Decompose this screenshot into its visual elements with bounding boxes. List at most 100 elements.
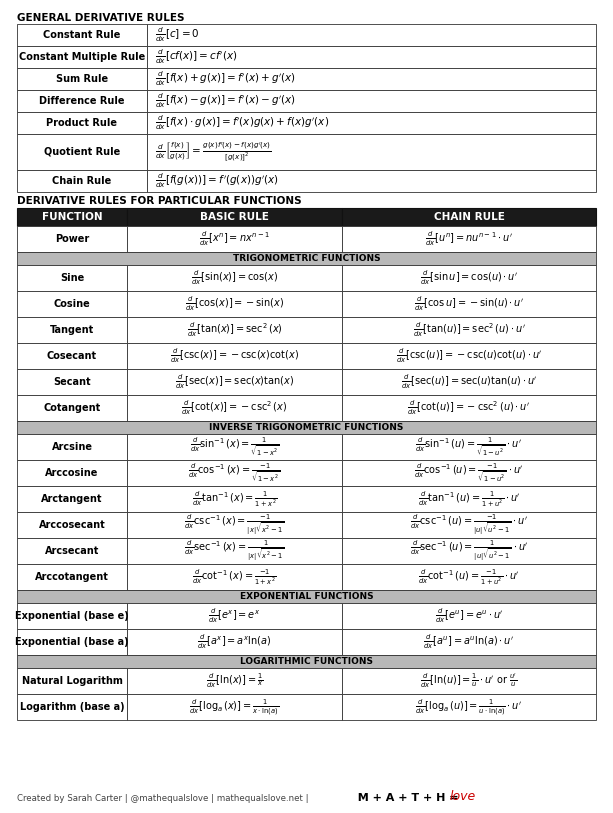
Bar <box>17 655 596 668</box>
Text: Constant Rule: Constant Rule <box>44 30 121 40</box>
Bar <box>127 629 342 655</box>
Text: $\frac{d}{dx}[\sec(u)] = \sec(u)\tan(u) \cdot u'$: $\frac{d}{dx}[\sec(u)] = \sec(u)\tan(u) … <box>401 373 538 391</box>
Text: TRIGONOMETRIC FUNCTIONS: TRIGONOMETRIC FUNCTIONS <box>233 254 380 263</box>
Text: $\frac{d}{dx}[\cos u] = -\sin(u) \cdot u'$: $\frac{d}{dx}[\cos u] = -\sin(u) \cdot u… <box>414 295 524 313</box>
Text: $\frac{d}{dx}[\ln(u)] = \frac{1}{u} \cdot u'$ or $\frac{u'}{u}$: $\frac{d}{dx}[\ln(u)] = \frac{1}{u} \cdo… <box>421 672 518 690</box>
Text: $\frac{d}{dx}\sin^{-1}(x) = \frac{1}{\sqrt{1-x^2}}$: $\frac{d}{dx}\sin^{-1}(x) = \frac{1}{\sq… <box>189 436 280 459</box>
Text: LOGARITHMIC FUNCTIONS: LOGARITHMIC FUNCTIONS <box>240 657 373 666</box>
Text: Exponential (base a): Exponential (base a) <box>15 637 129 647</box>
Text: love: love <box>450 790 476 803</box>
Text: Cosine: Cosine <box>53 299 90 309</box>
Bar <box>127 460 342 486</box>
Text: $\frac{d}{dx}\tan^{-1}(x) = \frac{1}{1+x^2}$: $\frac{d}{dx}\tan^{-1}(x) = \frac{1}{1+x… <box>192 489 277 509</box>
Bar <box>17 226 127 252</box>
Text: $\frac{d}{dx}\cot^{-1}(x) = \frac{-1}{1+x^2}$: $\frac{d}{dx}\cot^{-1}(x) = \frac{-1}{1+… <box>192 567 276 587</box>
Bar <box>17 629 127 655</box>
Text: Arccotangent: Arccotangent <box>35 572 109 582</box>
Text: $\frac{d}{dx}\cos^{-1}(x) = \frac{-1}{\sqrt{1-x^2}}$: $\frac{d}{dx}\cos^{-1}(x) = \frac{-1}{\s… <box>188 462 281 485</box>
Bar <box>342 694 596 720</box>
Bar <box>17 434 127 460</box>
Text: $\frac{d}{dx}[f(x) + g(x)] = f'(x) + g'(x)$: $\frac{d}{dx}[f(x) + g(x)] = f'(x) + g'(… <box>155 70 296 89</box>
Text: Sine: Sine <box>60 273 84 283</box>
Text: Sum Rule: Sum Rule <box>56 74 108 84</box>
Text: Arccosine: Arccosine <box>45 468 99 478</box>
Bar <box>127 291 342 317</box>
Bar <box>127 208 342 226</box>
Text: $\frac{d}{dx}[e^u] = e^u \cdot u'$: $\frac{d}{dx}[e^u] = e^u \cdot u'$ <box>435 606 503 625</box>
Text: Constant Multiple Rule: Constant Multiple Rule <box>19 52 145 62</box>
Text: Arcsine: Arcsine <box>51 442 93 452</box>
Bar <box>17 317 127 343</box>
Bar <box>127 512 342 538</box>
Bar <box>17 395 127 421</box>
Bar <box>17 265 127 291</box>
Bar <box>17 343 127 369</box>
Text: Arccosecant: Arccosecant <box>39 520 105 530</box>
Text: $\frac{d}{dx}\left[\frac{f(x)}{g(x)}\right] = \frac{g(x)f'(x) - f(x)g'(x)}{[g(x): $\frac{d}{dx}\left[\frac{f(x)}{g(x)}\rig… <box>155 140 272 163</box>
Bar <box>342 629 596 655</box>
Text: EXPONENTIAL FUNCTIONS: EXPONENTIAL FUNCTIONS <box>240 592 373 601</box>
Text: $\frac{d}{dx}\cot^{-1}(u) = \frac{-1}{1+u^2} \cdot u'$: $\frac{d}{dx}\cot^{-1}(u) = \frac{-1}{1+… <box>418 567 520 587</box>
Text: Arcsecant: Arcsecant <box>45 546 99 556</box>
Bar <box>342 538 596 564</box>
Bar <box>342 265 596 291</box>
Bar <box>17 512 127 538</box>
Text: $\frac{d}{dx}\csc^{-1}(u) = \frac{-1}{|u|\sqrt{u^2-1}} \cdot u'$: $\frac{d}{dx}\csc^{-1}(u) = \frac{-1}{|u… <box>410 513 528 537</box>
Bar <box>17 486 127 512</box>
Bar <box>127 343 342 369</box>
Bar <box>17 112 147 134</box>
Text: CHAIN RULE: CHAIN RULE <box>433 212 504 222</box>
Bar <box>342 668 596 694</box>
Text: Exponential (base e): Exponential (base e) <box>15 611 129 621</box>
Text: $\frac{d}{dx}[f(x) \cdot g(x)] = f'(x)g(x) + f(x)g'(x)$: $\frac{d}{dx}[f(x) \cdot g(x)] = f'(x)g(… <box>155 114 329 133</box>
Bar <box>127 226 342 252</box>
Text: $\frac{d}{dx}[\ln(x)] = \frac{1}{x}$: $\frac{d}{dx}[\ln(x)] = \frac{1}{x}$ <box>205 672 264 690</box>
Text: Logarithm (base a): Logarithm (base a) <box>20 702 124 712</box>
Text: Created by Sarah Carter | @mathequalslove | mathequalslove.net |: Created by Sarah Carter | @mathequalslov… <box>17 794 308 803</box>
Bar <box>17 538 127 564</box>
Bar <box>127 434 342 460</box>
Text: Secant: Secant <box>53 377 91 387</box>
Text: Arctangent: Arctangent <box>41 494 103 504</box>
Text: $\frac{d}{dx}[c] = 0$: $\frac{d}{dx}[c] = 0$ <box>155 26 200 44</box>
Bar <box>127 564 342 590</box>
Bar <box>17 590 596 603</box>
Bar <box>127 538 342 564</box>
Bar <box>17 603 127 629</box>
Text: $\frac{d}{dx}[e^x] = e^x$: $\frac{d}{dx}[e^x] = e^x$ <box>208 606 261 625</box>
Bar <box>342 208 596 226</box>
Bar <box>17 24 147 46</box>
Text: Cosecant: Cosecant <box>47 351 97 361</box>
Text: Natural Logarithm: Natural Logarithm <box>21 676 123 686</box>
Text: INVERSE TRIGONOMETRIC FUNCTIONS: INVERSE TRIGONOMETRIC FUNCTIONS <box>209 423 404 432</box>
Bar <box>342 226 596 252</box>
Bar <box>17 134 147 170</box>
Text: $\frac{d}{dx}[a^u] = a^u\ln(a) \cdot u'$: $\frac{d}{dx}[a^u] = a^u\ln(a) \cdot u'$ <box>424 633 514 651</box>
Text: $\frac{d}{dx}\sec^{-1}(u) = \frac{1}{|u|\sqrt{u^2-1}} \cdot u'$: $\frac{d}{dx}\sec^{-1}(u) = \frac{1}{|u|… <box>409 539 528 563</box>
Bar <box>17 369 127 395</box>
Text: $\frac{d}{dx}[\log_a(x)] = \frac{1}{x \cdot \ln(a)}$: $\frac{d}{dx}[\log_a(x)] = \frac{1}{x \c… <box>189 697 280 717</box>
Bar <box>17 564 127 590</box>
Bar <box>147 170 596 192</box>
Text: Tangent: Tangent <box>50 325 94 335</box>
Bar <box>127 395 342 421</box>
Bar <box>17 46 147 68</box>
Text: M + A + T + H =: M + A + T + H = <box>350 793 466 803</box>
Bar <box>342 434 596 460</box>
Bar <box>17 694 127 720</box>
Text: $\frac{d}{dx}[\sin u] = \cos(u) \cdot u'$: $\frac{d}{dx}[\sin u] = \cos(u) \cdot u'… <box>420 269 518 287</box>
Text: Cotangent: Cotangent <box>44 403 101 413</box>
Text: DERIVATIVE RULES FOR PARTICULAR FUNCTIONS: DERIVATIVE RULES FOR PARTICULAR FUNCTION… <box>17 196 302 206</box>
Bar <box>127 317 342 343</box>
Text: Quotient Rule: Quotient Rule <box>44 147 120 157</box>
Bar <box>147 134 596 170</box>
Bar <box>17 460 127 486</box>
Bar <box>342 460 596 486</box>
Text: Chain Rule: Chain Rule <box>52 176 112 186</box>
Bar <box>17 90 147 112</box>
Text: $\frac{d}{dx}\tan^{-1}(u) = \frac{1}{1+u^2} \cdot u'$: $\frac{d}{dx}\tan^{-1}(u) = \frac{1}{1+u… <box>417 489 520 509</box>
Text: Difference Rule: Difference Rule <box>39 96 125 106</box>
Bar <box>17 68 147 90</box>
Bar <box>342 395 596 421</box>
Text: $\frac{d}{dx}[cf(x)] = cf'(x)$: $\frac{d}{dx}[cf(x)] = cf'(x)$ <box>155 48 237 66</box>
